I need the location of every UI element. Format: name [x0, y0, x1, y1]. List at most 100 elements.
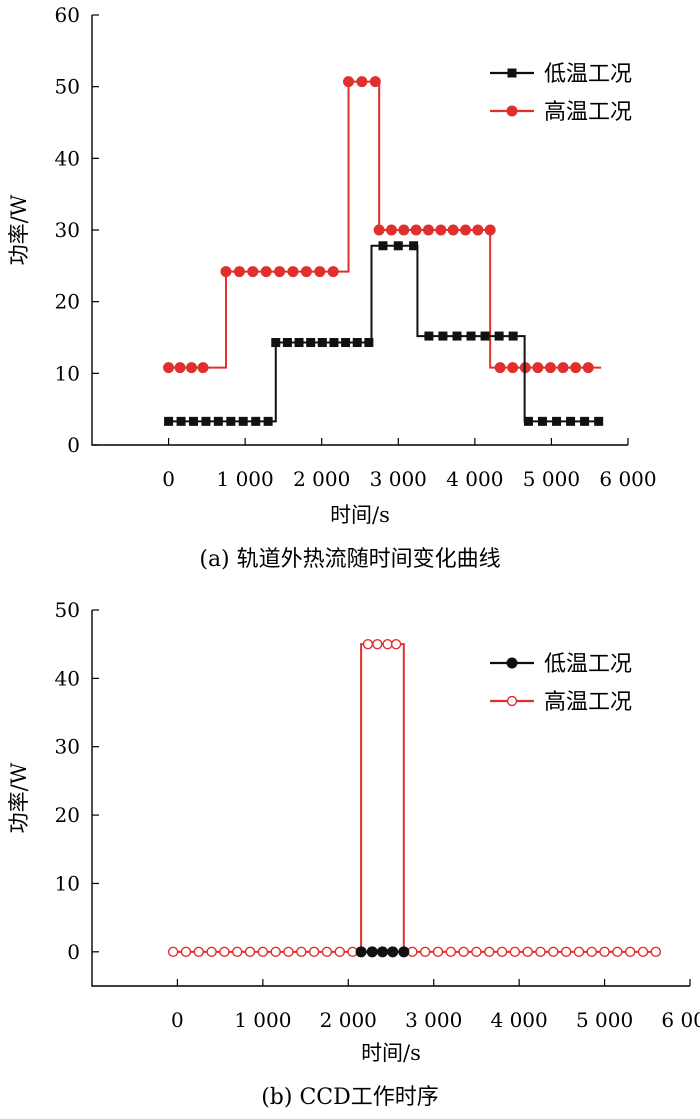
data-point-low [306, 338, 316, 348]
figure-caption: (b) CCD工作时序 [261, 1085, 439, 1110]
data-point-high [650, 946, 662, 958]
data-point-high [586, 946, 597, 958]
legend-marker-high [506, 695, 518, 707]
axes-frame [91, 610, 690, 987]
data-point-high [206, 946, 217, 958]
data-point-high [180, 946, 192, 958]
x-tick-label: 1 000 [217, 467, 274, 491]
data-point-high [270, 946, 281, 958]
series-line-high [168, 80, 602, 369]
data-point-high [186, 362, 198, 374]
data-point-high [432, 946, 444, 958]
data-point-high [314, 266, 326, 278]
x-tick-label: 5 000 [523, 467, 580, 491]
data-point-low [466, 331, 476, 341]
x-tick-label: 2 000 [320, 1008, 377, 1032]
y-tick-label: 30 [55, 735, 80, 759]
data-point-high [419, 946, 431, 958]
data-point-low [580, 416, 590, 426]
data-point-high [582, 362, 594, 374]
data-point-low [378, 241, 388, 251]
x-tick-label: 0 [162, 467, 175, 491]
y-tick-label: 30 [55, 218, 80, 242]
y-tick-label: 10 [55, 361, 80, 385]
data-point-high [385, 224, 397, 236]
data-point-high [445, 946, 456, 958]
data-point-high [460, 224, 472, 236]
series-high [163, 76, 602, 374]
data-point-high [570, 362, 582, 374]
data-point-high [372, 638, 383, 650]
series-low [164, 241, 604, 426]
data-point-high [193, 946, 204, 958]
data-point-high [422, 224, 434, 236]
data-point-low [213, 416, 223, 426]
data-point-high [410, 224, 422, 236]
x-tick-label: 3 000 [405, 1008, 462, 1032]
data-point-high [232, 946, 243, 958]
data-point-high [373, 224, 385, 236]
series-low [355, 946, 410, 958]
data-point-low [188, 416, 198, 426]
data-point-high [637, 946, 649, 958]
data-point-high [458, 946, 469, 958]
data-point-low [508, 331, 518, 341]
data-point-high [296, 946, 307, 958]
data-point-low [366, 946, 378, 958]
x-tick-label: 6 000 [661, 1008, 700, 1032]
data-point-high [557, 362, 569, 374]
data-point-high [496, 946, 508, 958]
data-point-high [287, 266, 299, 278]
data-point-high [174, 362, 186, 374]
data-point-low [438, 331, 448, 341]
figure-caption: (a) 轨道外热流随时间变化曲线 [199, 547, 500, 572]
x-tick-label: 4 000 [491, 1008, 548, 1032]
data-point-high [219, 946, 230, 958]
data-point-low [226, 416, 236, 426]
data-point-low [282, 338, 292, 348]
legend-label-high: 高温工况 [544, 100, 632, 125]
data-point-low [271, 338, 281, 348]
data-point-high [507, 362, 519, 374]
data-point-high [334, 946, 345, 958]
legend-marker-low [506, 657, 518, 669]
data-point-high [220, 266, 232, 278]
data-point-high [308, 946, 320, 958]
y-tick-label: 10 [55, 871, 80, 895]
data-point-high [167, 946, 179, 958]
data-point-high [274, 266, 286, 278]
data-point-low [552, 416, 562, 426]
data-point-high [390, 638, 402, 650]
data-point-low [398, 946, 410, 958]
data-point-high [532, 362, 544, 374]
y-tick-label: 50 [55, 598, 80, 622]
data-point-low [201, 416, 211, 426]
data-point-high [548, 946, 559, 958]
data-point-low [523, 416, 533, 426]
y-tick-label: 0 [67, 940, 80, 964]
data-point-low [452, 331, 462, 341]
data-point-low [364, 338, 374, 348]
x-tick-label: 1 000 [234, 1008, 291, 1032]
data-point-low [424, 331, 434, 341]
data-point-high [247, 266, 259, 278]
data-point-high [560, 946, 572, 958]
y-tick-label: 0 [67, 433, 80, 457]
data-point-low [251, 416, 261, 426]
data-point-high [257, 946, 269, 958]
data-point-low [566, 416, 576, 426]
data-point-high [197, 362, 209, 374]
data-point-high [447, 224, 459, 236]
y-tick-label: 20 [55, 803, 80, 827]
data-point-high [435, 224, 447, 236]
data-point-high [484, 224, 496, 236]
y-tick-label: 40 [55, 146, 80, 170]
y-axis-title: 功率/W [7, 194, 31, 265]
legend-label-low: 低温工况 [544, 62, 632, 87]
data-point-high [599, 946, 610, 958]
y-tick-label: 20 [55, 290, 80, 314]
y-tick-label: 60 [55, 3, 80, 27]
data-point-high [369, 76, 381, 88]
y-tick-label: 40 [55, 666, 80, 690]
chart-a: 0 10 20 30 40 50 60 0 1 000 2 000 3 000 4 000 5 000 6… [7, 3, 657, 572]
